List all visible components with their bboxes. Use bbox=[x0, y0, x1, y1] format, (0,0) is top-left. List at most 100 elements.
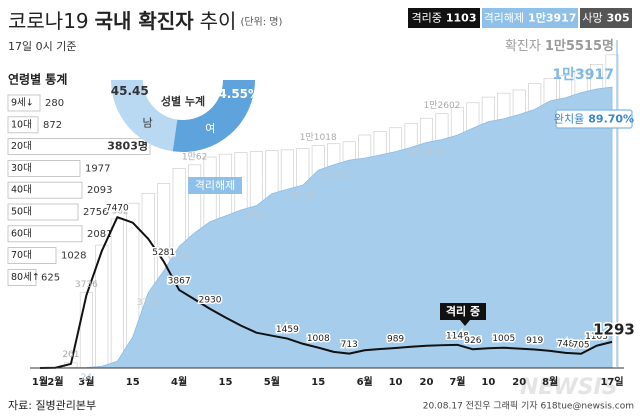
x-tick-label: 7월 bbox=[449, 376, 465, 388]
value-label: 1만1172 bbox=[408, 147, 445, 158]
x-tick-label: 20 bbox=[512, 377, 526, 388]
badge-box bbox=[580, 8, 632, 28]
series-name: 격리해제 bbox=[195, 178, 235, 192]
title-part: 코로나19 bbox=[8, 9, 89, 33]
value-label: 3736 bbox=[75, 280, 98, 290]
value-label: 1만2602 bbox=[423, 100, 460, 111]
x-tick-label: 20 bbox=[420, 377, 434, 388]
age-value: 2081 bbox=[87, 229, 112, 240]
watermark: NEWSIS bbox=[520, 375, 618, 400]
value-label: 1만5515명 bbox=[545, 38, 614, 54]
age-box bbox=[7, 138, 151, 156]
value-label: 5281 bbox=[152, 248, 175, 258]
pie-category: 여 bbox=[205, 122, 215, 135]
series-tag-box bbox=[188, 177, 242, 194]
title: 코로나19 국내 확진자 추이 (단위: 명) bbox=[8, 9, 282, 33]
title-part: 추이 bbox=[200, 9, 237, 33]
area bbox=[40, 86, 613, 369]
age-label: 30대 bbox=[11, 163, 32, 174]
credit: 20.08.17 전진우 그래픽 기자 618tue@newsis.com bbox=[423, 401, 634, 412]
badge-label: 사망 bbox=[582, 12, 602, 25]
value-label: 8042 bbox=[245, 211, 268, 221]
value-label: 6021 bbox=[168, 252, 191, 262]
x-tick-label: 6월 bbox=[357, 376, 373, 388]
badge-box bbox=[482, 8, 578, 28]
recovery-rate: 89.70% bbox=[588, 113, 634, 126]
recovery: 완치율 89.70% bbox=[554, 113, 634, 126]
age-title: 연령별 통계 bbox=[8, 72, 67, 87]
value-label: 1005 bbox=[492, 334, 515, 344]
value-label: 9059 bbox=[291, 191, 314, 201]
value-label: 261 bbox=[62, 350, 79, 360]
age-label: 20대 bbox=[11, 141, 32, 152]
pie-slice bbox=[172, 80, 255, 153]
age-label: 80세↑ bbox=[11, 272, 40, 283]
pie-title: 성별 누계 bbox=[161, 94, 205, 108]
total-label: 확진자 1만5515명 bbox=[505, 38, 614, 54]
age-label: 70대 bbox=[11, 250, 32, 261]
series-name: 격리 중 bbox=[446, 304, 480, 318]
x-tick-label: 2월 bbox=[47, 376, 63, 388]
line bbox=[39, 216, 613, 369]
age-box bbox=[7, 225, 83, 243]
value-label: 1만66 bbox=[321, 169, 347, 180]
series-name: 확진자 bbox=[505, 39, 541, 54]
x-tick-label: 5월 bbox=[264, 376, 280, 388]
x-tick-label: 17일 bbox=[600, 375, 623, 388]
pie-value-label: 45.45 bbox=[111, 84, 149, 98]
age-value: 872 bbox=[43, 120, 62, 131]
badge: 격리해제 1만3917 bbox=[484, 11, 577, 25]
x-tick-label: 10 bbox=[389, 377, 403, 388]
age-label: 9세↓ bbox=[11, 98, 34, 109]
date: 17일 0시 기준 bbox=[8, 39, 76, 53]
value-label: 1만3917 bbox=[552, 67, 614, 83]
value-label: 2930 bbox=[199, 295, 222, 305]
age-value: 1977 bbox=[85, 163, 110, 174]
series-tag-pointer bbox=[460, 320, 470, 326]
pie-value-label: 54.55% bbox=[210, 87, 260, 101]
badge: 사망 305 bbox=[582, 12, 629, 25]
value-label: 24 bbox=[81, 373, 93, 383]
age-box bbox=[7, 94, 41, 112]
age-box bbox=[7, 159, 81, 177]
x-tick-label: 1월 bbox=[32, 376, 48, 388]
x-tick-label: 3월 bbox=[78, 376, 94, 388]
age-label: 50대 bbox=[11, 207, 32, 218]
bar bbox=[110, 218, 124, 369]
value-label: 748 bbox=[557, 339, 574, 349]
value-label: 1148 bbox=[446, 331, 469, 341]
value-label: 1103 bbox=[585, 332, 608, 342]
x-tick-label: 4월 bbox=[171, 376, 187, 388]
age-value: 1028 bbox=[61, 251, 86, 262]
value-label: 3867 bbox=[168, 276, 191, 286]
value-label: 1만1018 bbox=[300, 132, 337, 143]
age-box bbox=[7, 116, 39, 134]
recovery-label: 완치율 bbox=[554, 113, 584, 126]
age-value: 280 bbox=[45, 98, 64, 109]
age-box bbox=[7, 203, 79, 221]
value-label: 989 bbox=[387, 335, 404, 345]
value-label: 3730 bbox=[137, 298, 160, 308]
age-value: 625 bbox=[41, 272, 60, 283]
badge-label: 격리해제 bbox=[484, 11, 524, 25]
bar bbox=[79, 292, 93, 369]
x-tick-label: 10 bbox=[481, 377, 495, 388]
value-label: 7470 bbox=[106, 204, 129, 214]
badge-box bbox=[408, 8, 480, 28]
age-label: 60대 bbox=[11, 228, 32, 239]
age-box bbox=[7, 247, 57, 265]
value-label: 1459 bbox=[276, 325, 299, 335]
age-box bbox=[7, 181, 83, 199]
badge-value: 1만3917 bbox=[528, 11, 576, 25]
x-tick-label: 15 bbox=[219, 377, 233, 388]
source: 자료: 질병관리본부 bbox=[8, 399, 96, 412]
pie-slice bbox=[111, 80, 178, 152]
age-value: 3803명 bbox=[107, 139, 148, 153]
age-label: 10대 bbox=[11, 119, 32, 130]
value-label: 7382 bbox=[106, 206, 129, 216]
value-label: 713 bbox=[341, 340, 358, 350]
recovery-box bbox=[555, 109, 633, 129]
pie-category: 남 bbox=[142, 116, 152, 129]
x-tick-label: 8월 bbox=[542, 376, 558, 388]
